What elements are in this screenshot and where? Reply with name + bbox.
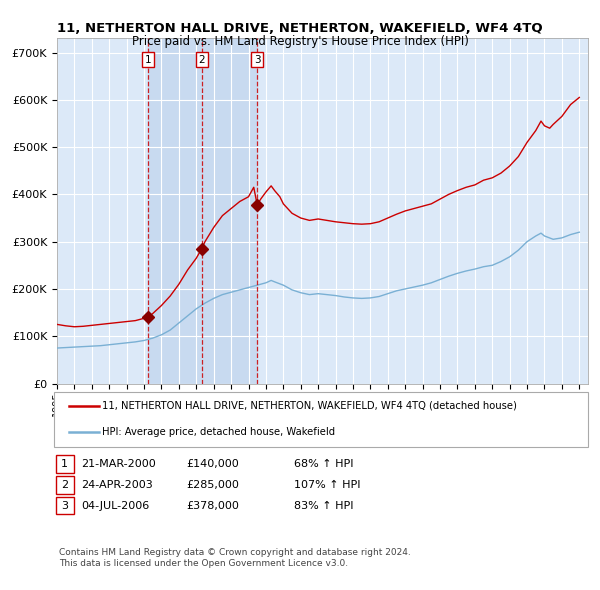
- Text: HPI: Average price, detached house, Wakefield: HPI: Average price, detached house, Wake…: [102, 428, 335, 437]
- Text: This data is licensed under the Open Government Licence v3.0.: This data is licensed under the Open Gov…: [59, 559, 348, 568]
- Text: 04-JUL-2006: 04-JUL-2006: [81, 501, 149, 510]
- Text: 1: 1: [61, 460, 68, 469]
- Text: 3: 3: [254, 55, 260, 65]
- Text: Price paid vs. HM Land Registry's House Price Index (HPI): Price paid vs. HM Land Registry's House …: [131, 35, 469, 48]
- Text: Contains HM Land Registry data © Crown copyright and database right 2024.: Contains HM Land Registry data © Crown c…: [59, 548, 410, 556]
- Text: £378,000: £378,000: [186, 501, 239, 510]
- Text: 11, NETHERTON HALL DRIVE, NETHERTON, WAKEFIELD, WF4 4TQ: 11, NETHERTON HALL DRIVE, NETHERTON, WAK…: [57, 22, 543, 35]
- Text: 68% ↑ HPI: 68% ↑ HPI: [294, 460, 353, 469]
- Text: 21-MAR-2000: 21-MAR-2000: [81, 460, 156, 469]
- Text: £285,000: £285,000: [186, 480, 239, 490]
- Bar: [148, 38, 257, 384]
- Text: 2: 2: [61, 480, 68, 490]
- Text: 24-APR-2003: 24-APR-2003: [81, 480, 153, 490]
- Text: 83% ↑ HPI: 83% ↑ HPI: [294, 501, 353, 510]
- Text: 1: 1: [145, 55, 151, 65]
- Text: 107% ↑ HPI: 107% ↑ HPI: [294, 480, 361, 490]
- Text: 11, NETHERTON HALL DRIVE, NETHERTON, WAKEFIELD, WF4 4TQ (detached house): 11, NETHERTON HALL DRIVE, NETHERTON, WAK…: [102, 401, 517, 411]
- Text: 2: 2: [199, 55, 205, 65]
- Text: 3: 3: [61, 501, 68, 510]
- Text: £140,000: £140,000: [186, 460, 239, 469]
